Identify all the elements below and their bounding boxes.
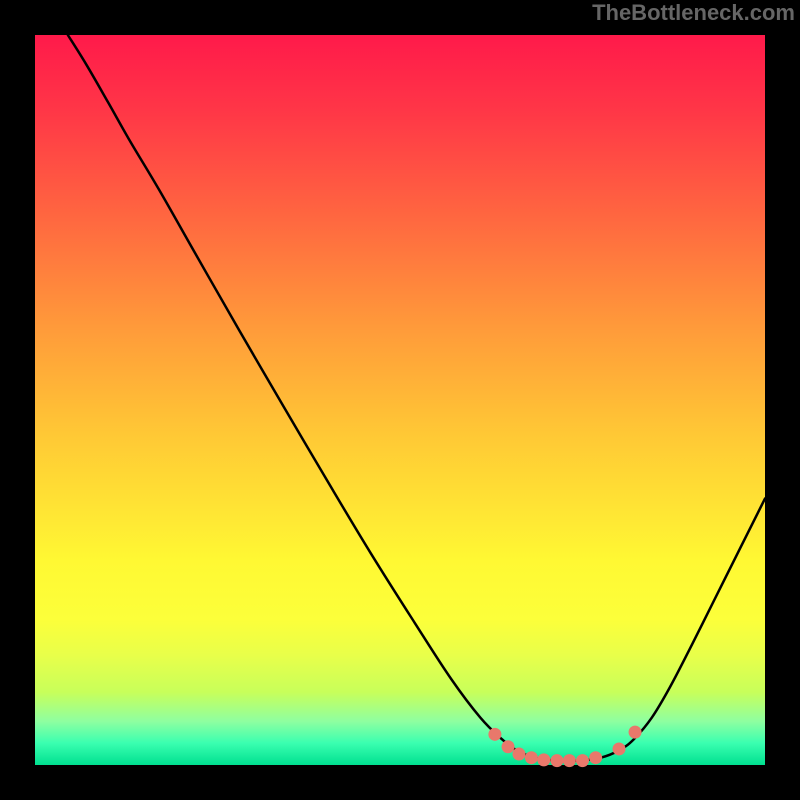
watermark-text: TheBottleneck.com — [592, 0, 795, 26]
sweet-spot-dot — [537, 753, 550, 766]
chart-container: TheBottleneck.com — [0, 0, 800, 800]
sweet-spot-dot — [550, 754, 563, 767]
plot-area — [35, 35, 765, 765]
sweet-spot-dot — [512, 748, 525, 761]
bottleneck-curve — [68, 35, 765, 761]
sweet-spot-dot — [502, 740, 515, 753]
sweet-spot-dot — [576, 754, 589, 767]
sweet-spot-dot — [488, 728, 501, 741]
sweet-spot-dot — [613, 742, 626, 755]
sweet-spot-dot — [589, 751, 602, 764]
sweet-spot-dot — [629, 726, 642, 739]
sweet-spot-dot — [525, 751, 538, 764]
sweet-spot-dots — [488, 726, 641, 767]
sweet-spot-dot — [563, 754, 576, 767]
chart-overlay — [35, 35, 765, 765]
